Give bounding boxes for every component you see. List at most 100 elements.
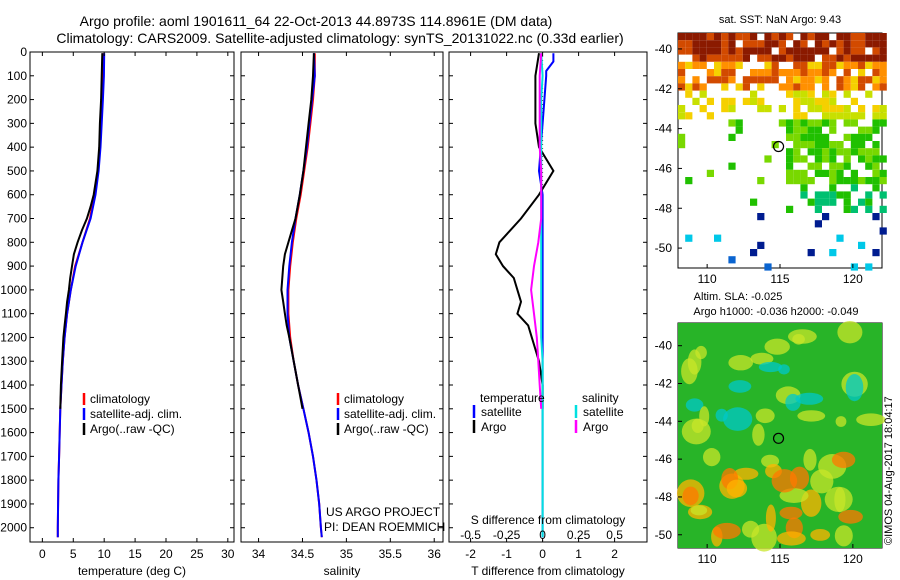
sst-cell — [807, 47, 815, 55]
sst-cell — [706, 169, 714, 177]
sst-cell — [793, 126, 801, 134]
sst-cell — [865, 162, 873, 170]
sst-cell — [829, 177, 837, 185]
sst-cell — [735, 47, 743, 55]
difference-legend: temperature satellite Argo salinity sate… — [472, 391, 624, 434]
sst-cell — [843, 33, 851, 41]
sst-cell — [829, 119, 837, 127]
sst-map-title: sat. SST: NaN Argo: 9.43 — [719, 14, 841, 26]
sst-cell — [843, 191, 851, 199]
legend-label-satellite: satellite-adj. clim. — [90, 407, 182, 421]
map-y-tick-label: -48 — [655, 201, 673, 215]
sst-cell — [872, 162, 880, 170]
sst-cell — [865, 198, 873, 206]
sst-cell — [858, 133, 866, 141]
sst-cell — [786, 119, 794, 127]
sst-cell — [807, 249, 815, 257]
sst-cell — [800, 155, 808, 163]
sst-cell — [764, 76, 772, 84]
sst-cell — [872, 213, 880, 221]
sst-cell — [714, 33, 722, 41]
sla-anomaly-blob — [764, 338, 790, 355]
sla-anomaly-blob — [824, 486, 853, 512]
x-tick-label: 35.5 — [379, 547, 403, 561]
sst-cell — [757, 76, 765, 84]
sst-cell — [807, 126, 815, 134]
sla-anomaly-blob — [831, 451, 856, 468]
sst-cell — [822, 148, 830, 156]
x-tick-label: 35 — [340, 547, 354, 561]
sst-cell — [850, 47, 858, 55]
x-tick-label: 0 — [39, 547, 46, 561]
sst-cell — [858, 177, 866, 185]
sla-anomaly-blob — [856, 413, 886, 427]
sst-cell — [822, 33, 830, 41]
depth-tick-label: 300 — [7, 116, 27, 130]
x-tick-label: 5 — [70, 547, 77, 561]
sst-cell — [836, 162, 844, 170]
sst-cell — [872, 155, 880, 163]
project-credit: US ARGO PROJECT — [326, 505, 441, 519]
sst-cell — [800, 119, 808, 127]
sst-cell — [850, 133, 858, 141]
map-y-tick-label: -46 — [655, 452, 673, 466]
sst-cell — [858, 69, 866, 77]
sst-cell — [721, 54, 729, 62]
sst-cell — [786, 54, 794, 62]
depth-tick-label: 1000 — [0, 283, 27, 297]
sst-cell — [721, 76, 729, 84]
sst-cell — [800, 83, 808, 91]
depth-tick-label: 1500 — [0, 402, 27, 416]
depth-tick-label: 500 — [7, 164, 27, 178]
sst-cell — [786, 177, 794, 185]
sst-cell — [836, 83, 844, 91]
sst-cell — [872, 61, 880, 69]
sst-cell — [750, 97, 758, 105]
depth-tick-label: 400 — [7, 140, 27, 154]
sst-cell — [793, 148, 801, 156]
sst-cell — [800, 112, 808, 120]
legend-label-satellite: satellite-adj. clim. — [344, 407, 436, 421]
sla-anomaly-blob — [682, 486, 699, 506]
difference-line-temperature-argo — [494, 53, 555, 409]
sst-cell — [778, 83, 786, 91]
sst-cell — [814, 105, 822, 113]
sst-cell — [728, 54, 736, 62]
salinity-legend: climatology satellite-adj. clim. Argo(..… — [336, 392, 436, 436]
sst-cell — [865, 148, 873, 156]
sst-cell — [771, 33, 779, 41]
sst-cell — [786, 205, 794, 213]
profile-location-marker — [772, 140, 785, 153]
sst-cell — [786, 76, 794, 84]
sst-cell — [706, 54, 714, 62]
sla-anomaly-blob — [845, 374, 864, 402]
sst-cell — [858, 33, 866, 41]
sst-cell — [829, 141, 837, 149]
sla-anomaly-blob — [777, 531, 806, 546]
profile-location-markers — [772, 140, 785, 444]
sst-cell — [836, 191, 844, 199]
map-y-tick-label: -44 — [655, 414, 673, 428]
sst-cell — [793, 105, 801, 113]
sst-cell — [764, 33, 772, 41]
sst-cell — [829, 40, 837, 48]
depth-tick-label: 1600 — [0, 426, 27, 440]
sst-cell — [793, 40, 801, 48]
sst-cell — [750, 33, 758, 41]
sst-cell — [786, 90, 794, 98]
difference-line-salinity-argo — [530, 53, 543, 409]
sst-cell — [757, 241, 765, 249]
sst-cell — [800, 191, 808, 199]
sst-cell — [872, 40, 880, 48]
sst-cell — [678, 112, 686, 120]
sst-cell — [865, 90, 873, 98]
sst-cell — [879, 191, 887, 199]
sst-cell — [764, 47, 772, 55]
sst-cell — [692, 83, 700, 91]
sst-cell — [872, 126, 880, 134]
sst-cell — [865, 126, 873, 134]
sst-cell — [865, 61, 873, 69]
sst-cell — [807, 198, 815, 206]
legend-title-temperature: temperature — [480, 391, 545, 405]
depth-tick-label: 700 — [7, 212, 27, 226]
